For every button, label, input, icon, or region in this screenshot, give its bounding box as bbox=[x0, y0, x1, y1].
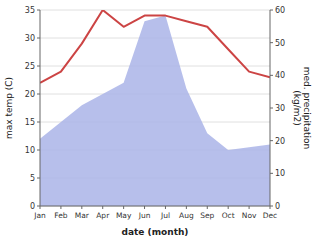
y-axis-label: max temp (C) bbox=[4, 77, 14, 139]
temperature-line bbox=[40, 10, 270, 83]
x-tick bbox=[165, 206, 166, 209]
y2-tick bbox=[270, 10, 273, 11]
y2-tick-label: 20 bbox=[275, 137, 285, 146]
y-tick-label: 10 bbox=[25, 146, 35, 155]
y2-axis-label: med. precipitation(kg/m2) bbox=[292, 67, 312, 149]
x-axis-label: date (month) bbox=[122, 227, 189, 237]
y2-tick bbox=[270, 173, 273, 174]
x-tick-label: Jun bbox=[138, 211, 151, 220]
x-tick bbox=[144, 206, 145, 209]
y-tick bbox=[37, 122, 40, 123]
x-tick-label: Oct bbox=[222, 211, 235, 220]
y-tick bbox=[37, 150, 40, 151]
grid-line bbox=[40, 206, 270, 207]
y2-tick bbox=[270, 108, 273, 109]
y-tick bbox=[37, 178, 40, 179]
x-tick bbox=[123, 206, 124, 209]
plot-area bbox=[40, 10, 270, 206]
y-tick bbox=[37, 66, 40, 67]
y2-tick-label: 10 bbox=[275, 169, 285, 178]
x-tick bbox=[40, 206, 41, 209]
y2-tick bbox=[270, 75, 273, 76]
x-tick-label: Nov bbox=[242, 211, 257, 220]
y-tick-label: 25 bbox=[25, 62, 35, 71]
x-tick bbox=[249, 206, 250, 209]
y-tick bbox=[37, 38, 40, 39]
x-tick-label: Dec bbox=[263, 211, 278, 220]
x-tick bbox=[270, 206, 271, 209]
y-tick bbox=[37, 94, 40, 95]
x-tick-label: Feb bbox=[54, 211, 68, 220]
y2-tick-label: 40 bbox=[275, 71, 285, 80]
y-tick-label: 35 bbox=[25, 6, 35, 15]
x-tick bbox=[207, 206, 208, 209]
y-tick-label: 0 bbox=[30, 202, 35, 211]
rainfall-area bbox=[40, 16, 270, 206]
y2-tick bbox=[270, 140, 273, 141]
x-tick bbox=[186, 206, 187, 209]
x-tick-label: Jan bbox=[33, 211, 46, 220]
y-tick-label: 5 bbox=[30, 174, 35, 183]
x-tick bbox=[60, 206, 61, 209]
x-tick-label: Sep bbox=[200, 211, 214, 220]
y-tick bbox=[37, 10, 40, 11]
x-tick bbox=[81, 206, 82, 209]
axes: 0 5 10 15 20 25 30 35 0 10 20 30 40 50 60 Jan Feb Mar Apr M… bbox=[25, 6, 285, 220]
x-tick bbox=[102, 206, 103, 209]
y2-tick bbox=[270, 42, 273, 43]
x-tick-label: Aug bbox=[179, 211, 194, 220]
y2-tick-label: 0 bbox=[275, 202, 280, 211]
y-tick-label: 20 bbox=[25, 90, 35, 99]
x-tick-label: Apr bbox=[96, 211, 110, 220]
y2-tick-label: 60 bbox=[275, 6, 285, 15]
y-axis-line bbox=[40, 10, 41, 206]
x-axis-line bbox=[40, 206, 270, 207]
x-tick-label: May bbox=[116, 211, 132, 220]
x-tick-label: Mar bbox=[75, 211, 90, 220]
y2-axis-label-line: med. precipitation bbox=[302, 67, 312, 149]
chart: 0 5 10 15 20 25 30 35 0 10 20 30 40 50 60 Jan Feb Mar Apr M… bbox=[0, 0, 318, 247]
grid bbox=[40, 10, 270, 206]
y2-tick-label: 30 bbox=[275, 104, 285, 113]
x-tick-label: Jul bbox=[160, 211, 170, 220]
y2-axis-label-line: (kg/m2) bbox=[292, 90, 302, 125]
grid-line bbox=[40, 10, 270, 11]
y-tick-label: 15 bbox=[25, 118, 35, 127]
y-tick-label: 30 bbox=[25, 34, 35, 43]
x-tick bbox=[228, 206, 229, 209]
y2-tick-label: 50 bbox=[275, 39, 285, 48]
